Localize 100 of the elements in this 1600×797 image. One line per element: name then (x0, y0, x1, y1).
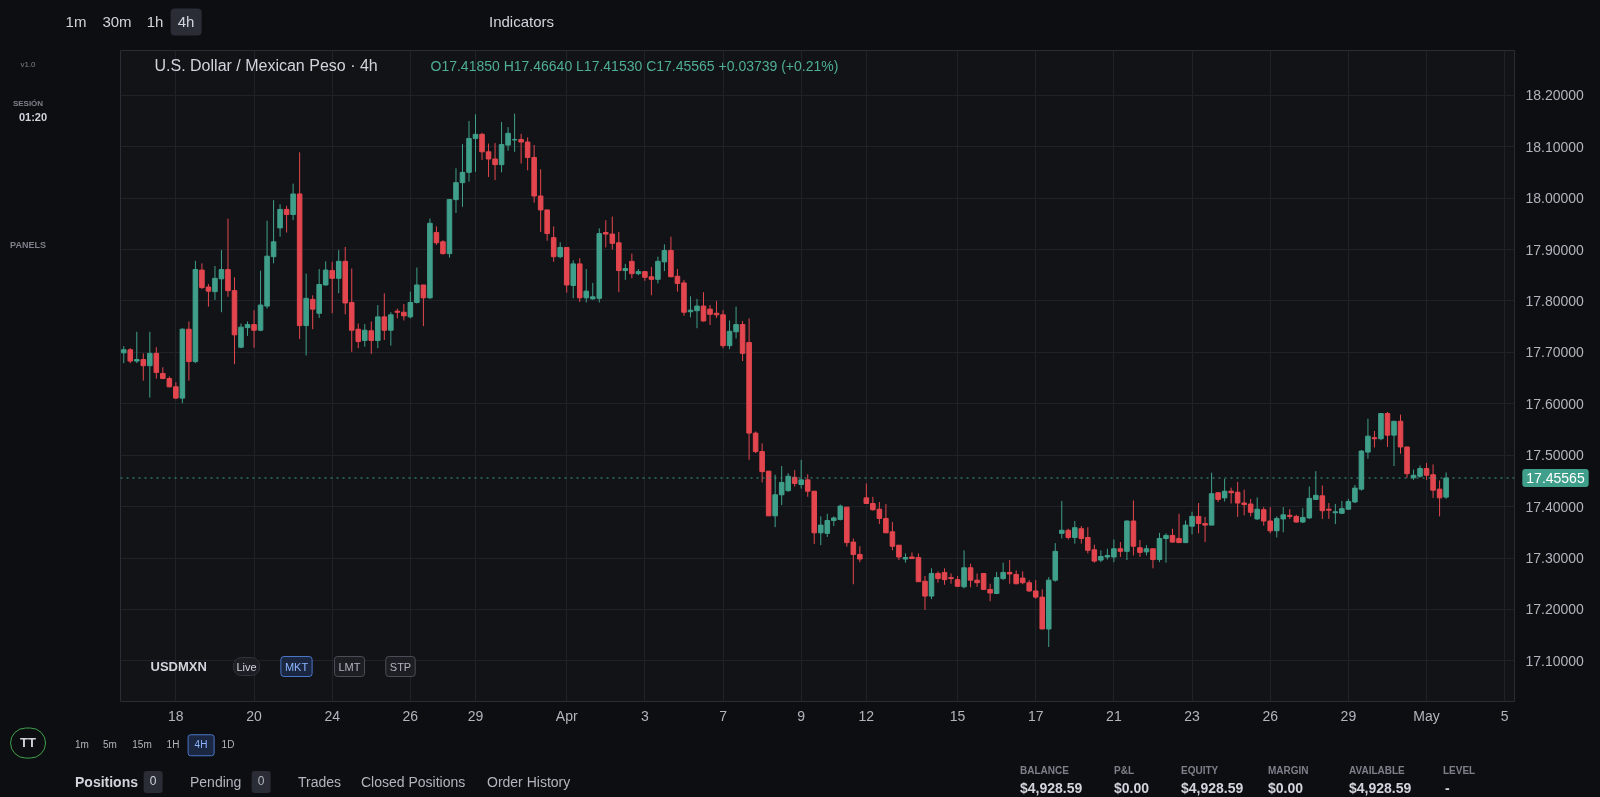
x-tick-label: 24 (324, 707, 341, 724)
annotation: LMT (338, 660, 361, 673)
candlestick (381, 292, 388, 341)
ref-line-label: 17.45565 (1526, 470, 1585, 486)
candlestick (1059, 500, 1065, 539)
text: - (1445, 779, 1450, 797)
annotation: STP (389, 660, 412, 673)
text: 30m (102, 13, 132, 31)
text: 1m (65, 13, 87, 31)
candlestick (140, 352, 147, 382)
text: $4,928.59 (1181, 779, 1244, 797)
text: SESIÓN (12, 99, 44, 109)
candlestick (368, 320, 375, 355)
x-tick-label: 26 (402, 707, 419, 724)
text: 0 (143, 771, 163, 793)
candlestick (961, 549, 967, 589)
y-tick-label: 17.50000 (1525, 447, 1585, 464)
candlestick (283, 205, 290, 234)
text: Positions (75, 773, 139, 791)
x-tick-label: 23 (1184, 707, 1201, 724)
text: EQUITY (1181, 765, 1219, 777)
x-tick-label: May (1413, 707, 1440, 724)
x-tick-label: 29 (1340, 707, 1357, 724)
y-tick-label: 18.10000 (1525, 138, 1585, 155)
y-tick-label: 17.60000 (1525, 395, 1585, 412)
text: LEVEL (1443, 765, 1476, 777)
y-tick-label: 17.80000 (1525, 292, 1585, 309)
text: $4,928.59 (1020, 779, 1083, 797)
candlestick (629, 253, 635, 279)
y-tick-label: 17.40000 (1525, 498, 1585, 515)
text: 1D (221, 739, 235, 751)
annotation: Live (236, 660, 257, 673)
x-tick-label: 18 (168, 707, 184, 724)
candlestick (1254, 496, 1260, 521)
x-tick-label: 12 (858, 707, 875, 724)
text: $0.00 (1114, 779, 1150, 797)
candlestick (1137, 539, 1143, 558)
text: Indicators (489, 13, 555, 31)
text: AVAILABLE (1349, 765, 1405, 777)
candlestick (375, 304, 381, 349)
candlestick (1221, 478, 1228, 502)
text: 15m (132, 739, 152, 751)
text: 4H (187, 734, 215, 756)
text: 4h (170, 8, 202, 36)
chart-title: U.S. Dollar / Mexican Peso · 4h (154, 57, 378, 74)
candlestick (335, 249, 342, 294)
candlestick (134, 331, 140, 364)
candlestick (928, 567, 935, 600)
x-tick-label: 15 (949, 707, 966, 724)
text: v1.0 (20, 60, 36, 70)
y-tick-label: 17.30000 (1525, 550, 1585, 567)
text: P&L (1114, 765, 1134, 777)
candlestick (329, 261, 335, 314)
annotation: USDMXN (150, 659, 207, 674)
text: MARGIN (1268, 765, 1309, 777)
x-tick-label: Apr (555, 707, 578, 724)
text: TT (10, 727, 46, 759)
candlestick (1150, 548, 1156, 569)
text: 1m (75, 739, 89, 751)
text: 0 (251, 771, 271, 793)
text: Order History (487, 773, 571, 791)
x-tick-label: 26 (1262, 707, 1279, 724)
x-tick-label: 29 (467, 707, 484, 724)
text: $0.00 (1268, 779, 1304, 797)
x-tick-label: 9 (797, 707, 806, 724)
x-tick-label: 7 (719, 707, 728, 724)
x-tick-label: 3 (640, 707, 649, 724)
y-tick-label: 18.00000 (1525, 190, 1585, 207)
y-tick-label: 17.20000 (1525, 601, 1585, 618)
text: 5m (103, 739, 117, 751)
annotation: MKT (284, 660, 309, 673)
text: 01:20 (18, 110, 48, 124)
candlestick (290, 183, 296, 221)
x-tick-label: 21 (1106, 707, 1122, 724)
candlestick (550, 225, 557, 263)
candlestick (309, 294, 316, 330)
text: BALANCE (1020, 765, 1069, 777)
y-tick-label: 17.90000 (1525, 241, 1585, 258)
candlestick (1391, 420, 1397, 467)
candlestick (388, 311, 394, 347)
text: Closed Positions (361, 773, 466, 791)
candlestick (251, 309, 257, 349)
text: 1h (146, 13, 164, 31)
candlestick (420, 284, 427, 327)
candlestick (570, 259, 576, 299)
x-tick-label: 20 (246, 707, 263, 724)
x-tick-label: 5 (1500, 707, 1509, 724)
text: Trades (298, 773, 342, 791)
text: $4,928.59 (1349, 779, 1412, 797)
candlestick (1384, 411, 1391, 448)
text: PANELS (10, 239, 46, 251)
y-tick-label: 18.20000 (1525, 87, 1585, 104)
candlestick (147, 331, 153, 399)
candlestick (1072, 520, 1078, 545)
candlestick (277, 203, 283, 238)
x-tick-label: 17 (1027, 707, 1044, 724)
text: O17.41850 H17.46640 L17.41530 C17.45565 +0.03739 (+0.21%) (430, 57, 839, 74)
candlestick (153, 346, 160, 380)
y-tick-label: 17.10000 (1525, 652, 1585, 669)
text: Pending (190, 773, 242, 791)
